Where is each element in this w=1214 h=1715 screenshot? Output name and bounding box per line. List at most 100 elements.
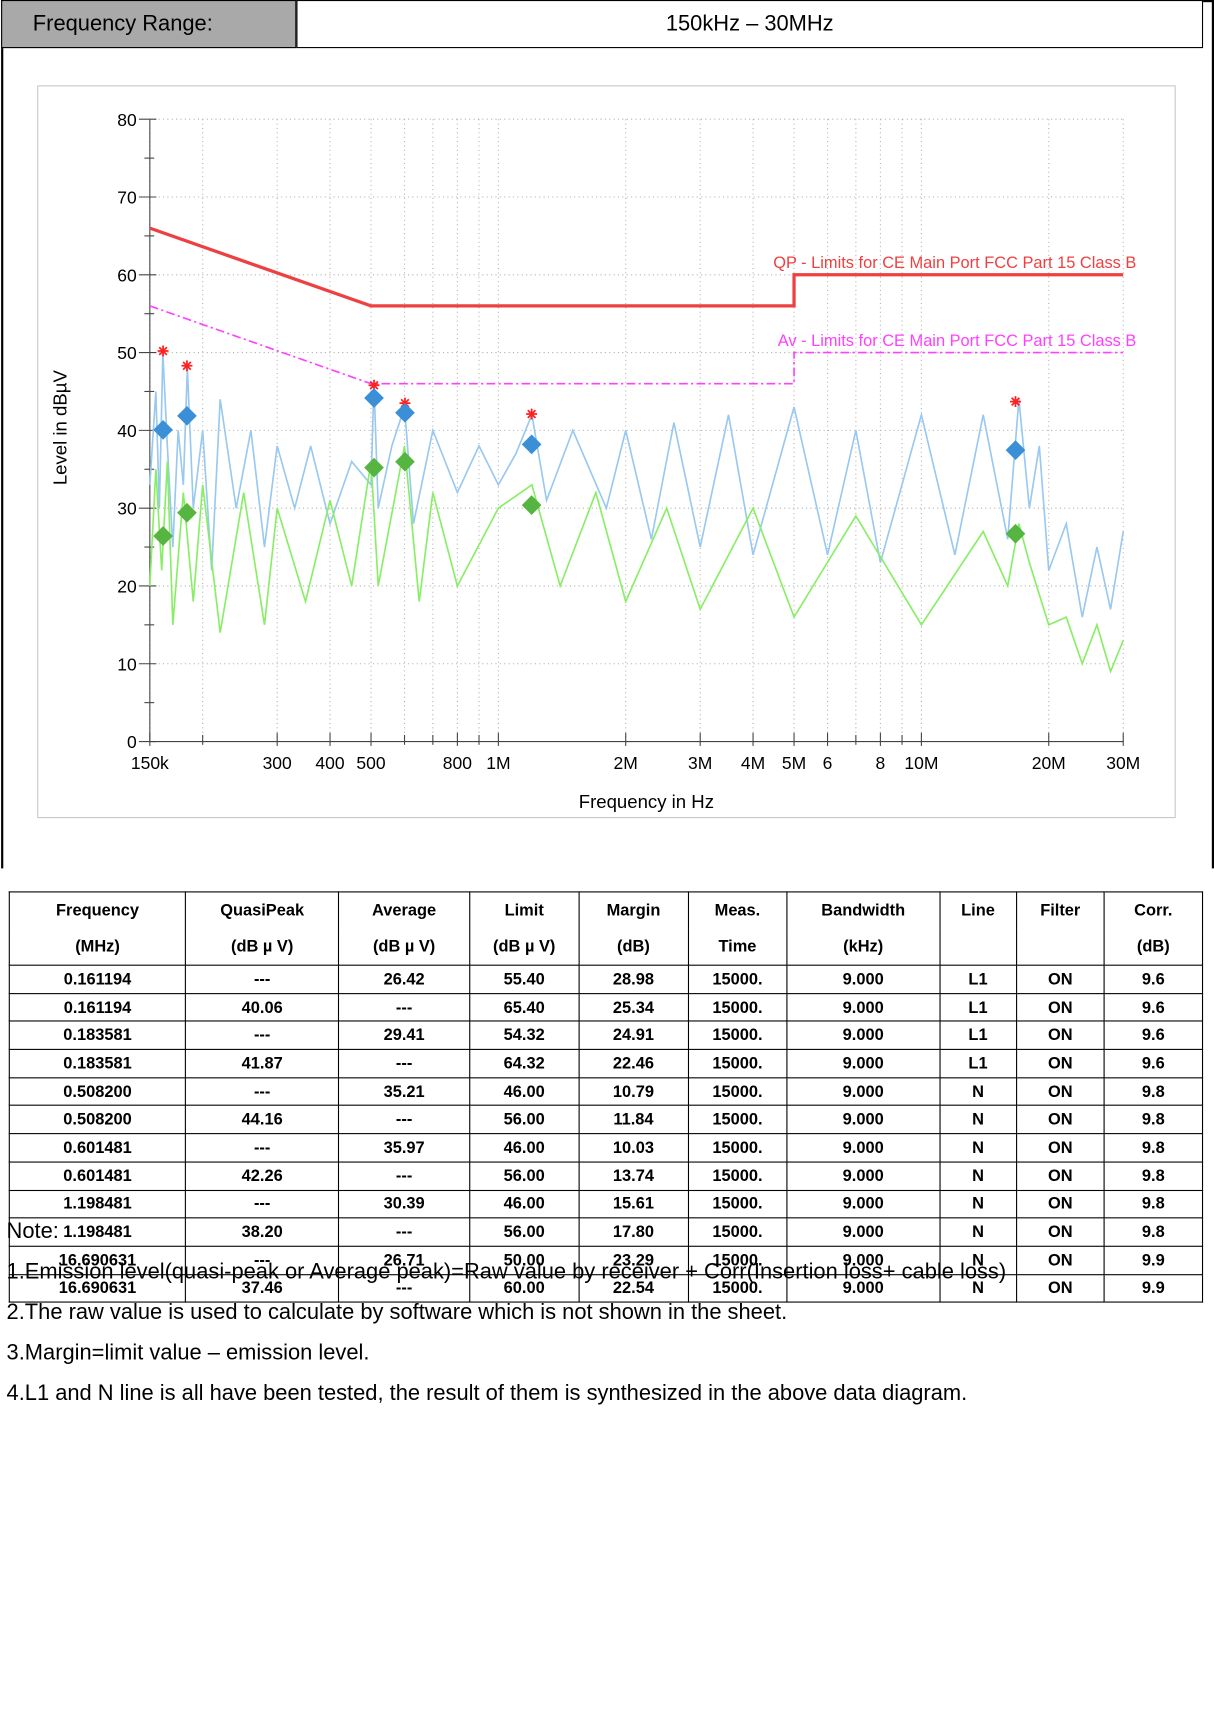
data-cell: 15000. [687,1273,788,1303]
data-cell: 22.46 [578,1048,689,1079]
data-cell: 15000. [687,1161,788,1191]
data-cell: 15000. [687,1077,788,1107]
data-cell: 23.29 [578,1245,689,1275]
data-cell: 10.79 [578,1077,689,1107]
data-row: 0.183581 41.87 --- 64.32 22.46 15000. 9.000 L1 O… [8,1048,1204,1079]
data-cell: 35.21 [338,1077,471,1107]
x-tick-label: 5M [782,753,806,773]
data-cell: 0.601481 [8,1161,187,1191]
data-cell: 9.6 [1103,1020,1204,1051]
data-row: 16.690631 --- 26.71 50.00 23.29 15000. 9.000 N O… [8,1245,1204,1275]
data-cell: 13.74 [578,1161,689,1191]
data-cell: 42.26 [185,1161,340,1191]
data-cell: ON [1015,1133,1105,1163]
chart-panel: Level in dBµV Frequency in Hz 0 10 20 30 40 5… [37,85,1176,819]
data-cell: 15000. [687,1189,788,1219]
header-cell: (dB) [1103,928,1204,966]
header-cell: Time [687,928,788,966]
data-cell: 17.80 [578,1217,689,1247]
line-label: QP - Limits for CE Main Port FCC Part 15… [773,254,1136,272]
x-tick-label: 300 [263,753,292,773]
header-cell [1015,928,1105,966]
data-cell: 0.161194 [8,964,187,994]
header-cell: Line [939,891,1017,929]
header-cell: Bandwidth [786,891,941,929]
x-tick-label: 150k [131,753,169,773]
data-cell: 56.00 [469,1217,580,1247]
data-cell: 65.40 [469,992,580,1022]
data-cell: 15000. [687,1020,788,1051]
data-cell: N [939,1245,1017,1275]
asterisk-marker [181,360,193,372]
data-cell: 24.91 [578,1020,689,1051]
header-cell: (dB µ V) [469,928,580,966]
data-cell: 9.000 [786,1133,941,1163]
y-tick-label: 10 [117,654,137,674]
x-tick-label: 20M [1032,753,1066,773]
data-cell: 25.34 [578,992,689,1022]
asterisk-marker [368,379,380,391]
data-row: 0.601481 42.26 --- 56.00 13.74 15000. 9.000 N ON… [8,1161,1204,1191]
header-row: (MHz) (dB µ V) (dB µ V) (dB µ V) (dB) Time (kH… [8,928,1204,966]
diamond-marker [177,405,197,426]
y-tick-label: 20 [117,577,137,597]
asterisk-marker [1010,396,1021,408]
data-cell: 9.6 [1103,992,1204,1022]
y-tick-label: 80 [117,110,137,130]
header-label: Frequency Range: [1,0,297,49]
data-cell: 15000. [687,992,788,1022]
data-cell: L1 [939,1048,1017,1079]
data-cell: 11.84 [578,1105,689,1135]
data-cell: 10.03 [578,1133,689,1163]
data-cell: L1 [939,964,1017,994]
data-cell: 9.9 [1103,1245,1204,1275]
data-cell: --- [338,1217,471,1247]
data-cell: 15000. [687,1048,788,1079]
data-cell: N [939,1189,1017,1219]
diamond-marker [364,457,384,478]
data-cell: 0.601481 [8,1133,187,1163]
diamond-marker [521,495,542,515]
header-value: 150kHz – 30MHz [296,0,1204,49]
data-cell: 15000. [687,964,788,994]
data-cell: ON [1015,992,1105,1022]
data-cell: --- [338,1161,471,1191]
data-cell: 46.00 [469,1133,580,1163]
header-row: Frequency QuasiPeak Average Limit Margin Meas… [8,891,1204,929]
data-cell: 0.183581 [8,1020,187,1051]
header-cell: (dB µ V) [338,928,471,966]
data-cell: 46.00 [469,1077,580,1107]
data-cell: 44.16 [185,1105,340,1135]
data-cell: N [939,1105,1017,1135]
header-cell: Average [338,891,471,929]
x-tick-label: 10M [904,753,938,773]
data-row: 0.508200 44.16 --- 56.00 11.84 15000. 9.000 N ON… [8,1105,1204,1135]
header-cell: Limit [469,891,580,929]
data-cell: 29.41 [338,1020,471,1051]
x-tick-label: 2M [614,753,638,773]
header-row: Frequency Range: 150kHz – 30MHz [1,0,1204,49]
data-cell: 9.8 [1103,1217,1204,1247]
y-axis-label: Level in dBµV [50,370,71,486]
data-cell: 41.87 [185,1048,340,1079]
note-item: 1.Emission level(quasi-peak or Average p… [6,1259,1007,1285]
data-cell: 26.42 [338,964,471,994]
data-cell: 16.690631 [8,1245,187,1275]
series-line [149,352,1125,618]
x-tick-label: 6 [823,753,833,773]
data-cell: 9.000 [786,1077,941,1107]
data-cell: 54.32 [469,1020,580,1051]
data-cell: 9.000 [786,1273,941,1303]
data-cell: 9.8 [1103,1105,1204,1135]
data-cell: 9.8 [1103,1133,1204,1163]
data-cell: 9.8 [1103,1077,1204,1107]
data-cell: N [939,1133,1017,1163]
data-cell: N [939,1161,1017,1191]
data-cell: 35.97 [338,1133,471,1163]
data-row: 0.601481 --- 35.97 46.00 10.03 15000. 9.000 N ON… [8,1133,1204,1163]
data-cell: 40.06 [185,992,340,1022]
x-tick-label: 3M [688,753,712,773]
data-cell: --- [185,1245,340,1275]
data-cell: --- [185,1077,340,1107]
